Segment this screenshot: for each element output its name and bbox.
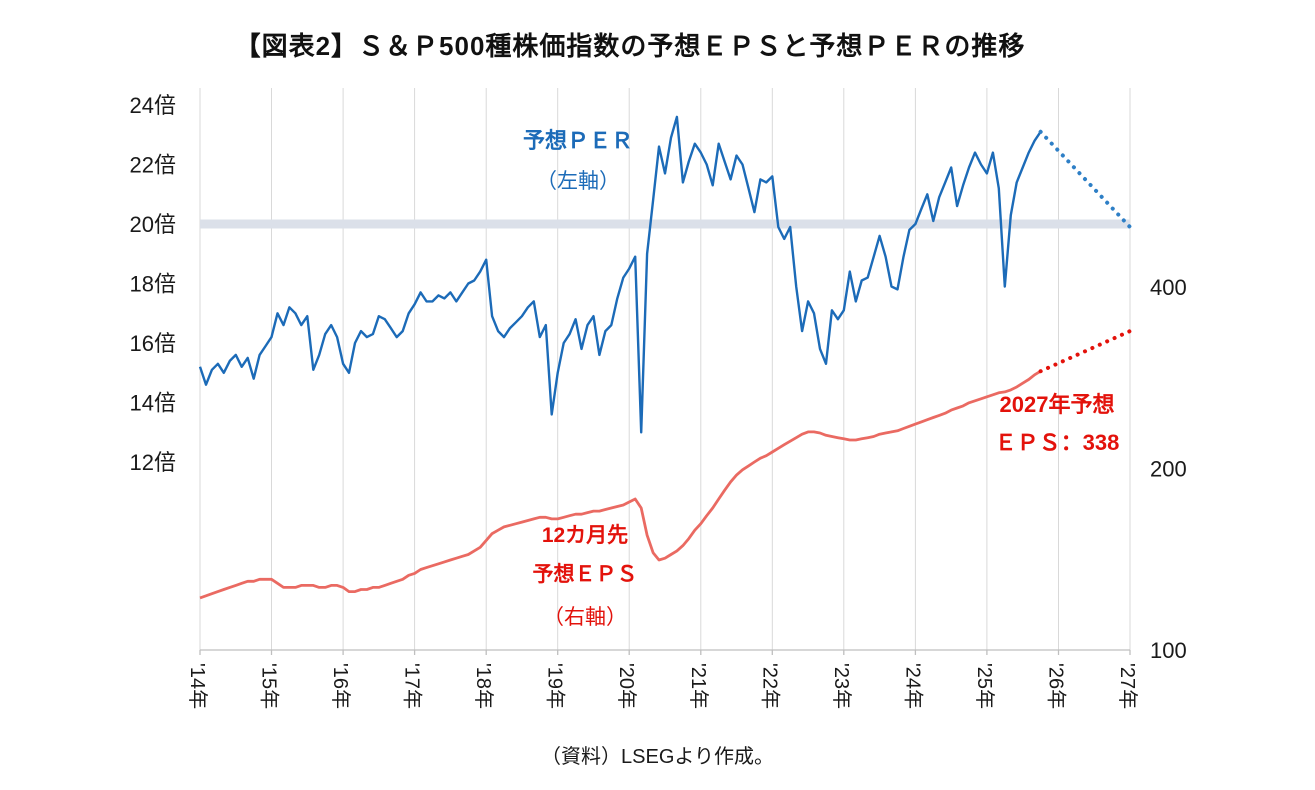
per-forecast-line [1038,129,1132,229]
eps-forecast-line [1038,329,1132,374]
x-tick-label: '27年 [1116,663,1139,709]
left-axis-tick-label: 16倍 [130,331,176,356]
x-tick-label: '19年 [544,663,567,709]
right-axis-tick-label: 200 [1150,457,1187,482]
x-tick-label: '17年 [401,663,424,709]
x-tick-label: '16年 [329,663,352,709]
x-tick-label: '15年 [258,663,281,709]
x-tick-label: '20年 [615,663,638,709]
right-axis-tick-label: 100 [1150,638,1187,663]
x-tick-label: '21年 [687,663,710,709]
left-axis-tick-label: 24倍 [130,93,176,118]
x-tick-label: '23年 [830,663,853,709]
left-axis-tick-label: 20倍 [130,212,176,237]
eps-series-label-line2: 予想ＥＰＳ [532,563,638,586]
x-tick-label: '22年 [758,663,781,709]
source-note: （資料）LSEGより作成。 [541,746,774,768]
x-tick-label: '18年 [472,663,495,709]
forecast-eps-value: ＥＰＳ：338 [994,430,1120,455]
x-tick-label: '25年 [973,663,996,709]
x-tick-label: '24年 [901,663,924,709]
eps-line [199,369,1042,600]
forecast-2027-label: 2027年予想 [999,392,1115,417]
per-line [198,115,1042,434]
left-axis-tick-label: 14倍 [130,391,176,416]
x-tick-label: '26年 [1045,663,1068,709]
chart-title: 【図表2】Ｓ＆Ｐ500種株価指数の予想ＥＰＳと予想ＰＥＲの推移 [234,31,1026,61]
x-tick-label: '14年 [186,663,209,709]
per-series-label: 予想ＰＥＲ [522,128,633,153]
eps-series-label-line1: 12カ月先 [541,524,629,547]
left-axis-tick-label: 12倍 [130,450,176,475]
left-axis-tick-label: 18倍 [130,272,176,297]
right-axis-tick-label: 400 [1150,275,1187,300]
per-series-axis-note: （左軸） [536,170,620,193]
left-axis-tick-label: 22倍 [130,153,176,178]
reference-band-20x [200,219,1130,229]
eps-series-axis-note: （右軸） [543,606,627,629]
